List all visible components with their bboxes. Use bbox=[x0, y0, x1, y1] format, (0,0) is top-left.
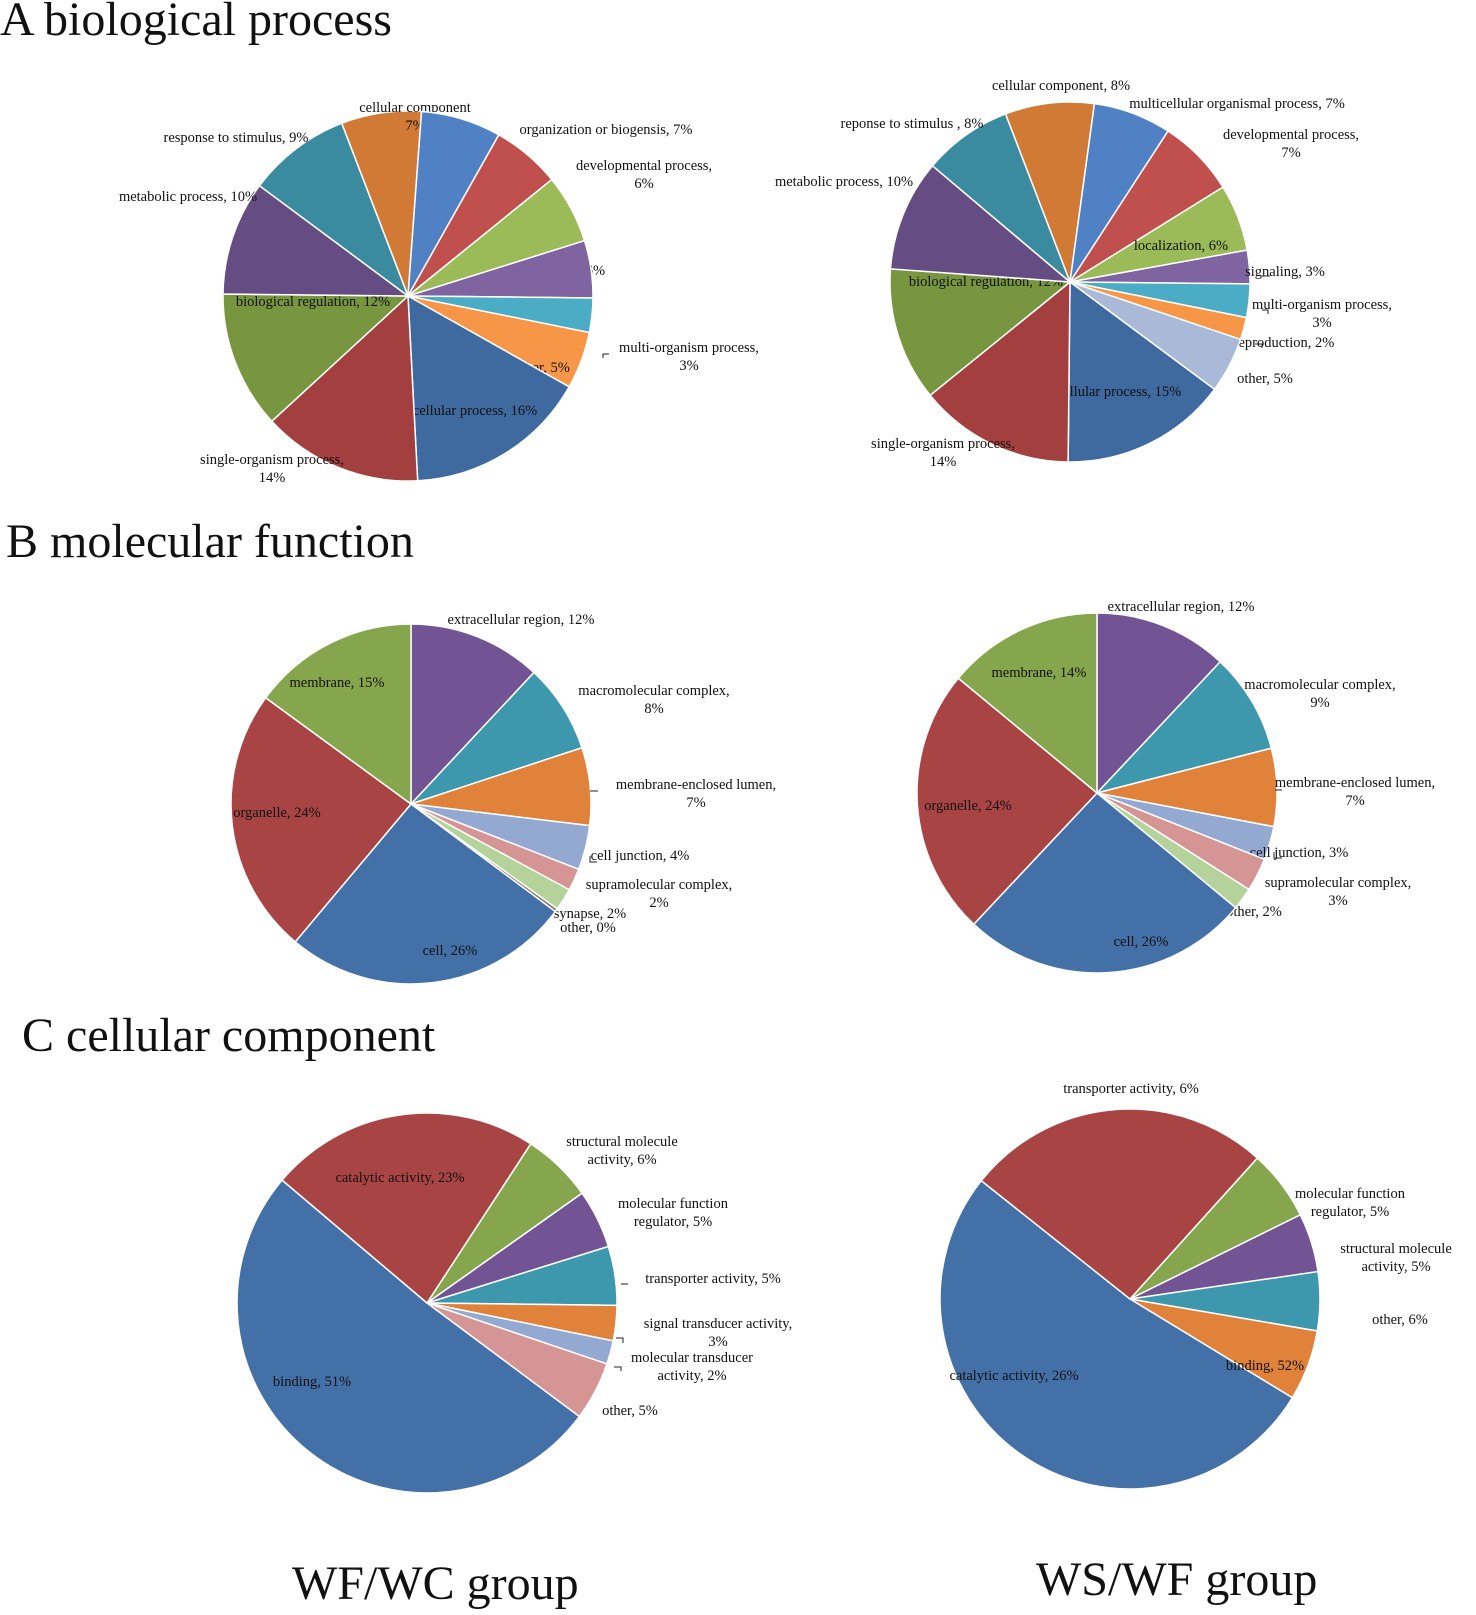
slice-label: structural molecule activity, 5% bbox=[1340, 1241, 1452, 1275]
pie-slice bbox=[916, 677, 1099, 926]
slice-label: supramolecular complex, 2% bbox=[586, 877, 733, 911]
slice-label: organelle, 24% bbox=[924, 798, 1012, 814]
leader-line bbox=[614, 1366, 622, 1371]
section-title-a: A biological process bbox=[0, 0, 392, 46]
pie-slice bbox=[957, 612, 1098, 795]
slice-label: biological regulation, 12% bbox=[236, 294, 390, 310]
slice-label: cell, 26% bbox=[1114, 934, 1169, 950]
leader-line bbox=[1262, 309, 1269, 314]
group-label-right: WS/WF group bbox=[1036, 1553, 1318, 1606]
slice-label: cellular process, 16% bbox=[413, 403, 537, 419]
slice-label: extracellular region, 12% bbox=[1108, 599, 1255, 615]
slice-label: single-organism process, 14% bbox=[871, 436, 1015, 470]
slice-label: other, 6% bbox=[1372, 1312, 1428, 1328]
pie-c-left: structural molecule activity, 6% molecular… bbox=[236, 1112, 792, 1494]
pie-slice bbox=[1096, 612, 1222, 795]
slice-label: membrane, 15% bbox=[289, 675, 384, 691]
slice-label: reponse to stimulus , 8% bbox=[841, 116, 984, 132]
slice-label: membrane-enclosed lumen, 7% bbox=[616, 777, 776, 811]
slice-label: molecular transducer activity, 2% bbox=[631, 1350, 753, 1384]
pie-slice bbox=[264, 623, 412, 806]
slice-label: structural molecule activity, 6% bbox=[566, 1134, 678, 1168]
pie-slice bbox=[258, 122, 410, 299]
slice-label: molecular function regulator, 5% bbox=[618, 1196, 729, 1230]
slice-label: cell junction, 4% bbox=[591, 848, 690, 864]
pie-slice bbox=[222, 293, 410, 423]
pie-slice bbox=[410, 623, 535, 806]
slice-label: catalytic activity, 26% bbox=[949, 1368, 1078, 1384]
slice-label: cellular component, 8% bbox=[992, 78, 1130, 94]
slice-label: membrane, 14% bbox=[991, 665, 1086, 681]
slice-label: molecular function regulator, 5% bbox=[1295, 1186, 1406, 1220]
slice-label: other, 5% bbox=[1237, 371, 1293, 387]
slice-label: cell, 26% bbox=[423, 943, 478, 959]
slice-label: binding, 51% bbox=[273, 1374, 351, 1390]
slice-label: signal transducer activity, 3% bbox=[644, 1316, 792, 1350]
pie-slice bbox=[1004, 101, 1096, 283]
slice-label: metabolic process, 10% bbox=[775, 174, 913, 190]
slice-label: multi-organism process, 3% bbox=[619, 340, 759, 374]
leader-line bbox=[1255, 343, 1263, 348]
slice-label: extracellular region, 12% bbox=[448, 612, 595, 628]
slice-label: response to stimulus, 9% bbox=[164, 130, 309, 146]
pie-slice bbox=[972, 791, 1237, 974]
pie-slice bbox=[230, 696, 413, 943]
slice-label: macromolecular complex, 8% bbox=[578, 683, 729, 717]
pie-slice bbox=[294, 802, 557, 985]
section-title-b: B molecular function bbox=[6, 515, 414, 568]
pie-slice bbox=[931, 112, 1071, 283]
slice-label: binding, 52% bbox=[1226, 1358, 1304, 1374]
slice-label: developmental process, 6% bbox=[576, 158, 712, 192]
pie-a-right: cellular component, 8% multicellular orga… bbox=[775, 78, 1392, 470]
leader-line bbox=[602, 353, 609, 358]
pie-slice bbox=[270, 294, 419, 482]
pie-slice bbox=[410, 671, 583, 805]
slice-label: single-organism process, 14% bbox=[200, 452, 344, 486]
pie-slice bbox=[980, 1108, 1259, 1301]
pie-slice bbox=[889, 268, 1072, 397]
pie-slice bbox=[407, 294, 571, 482]
pie-slice bbox=[1067, 280, 1216, 463]
leader-line bbox=[616, 1337, 624, 1343]
slice-label: transporter activity, 5% bbox=[645, 1271, 781, 1287]
pie-slice bbox=[889, 164, 1073, 283]
slice-label: other, 2% bbox=[1226, 904, 1282, 920]
pie-slice bbox=[236, 1179, 581, 1494]
slice-label: macromolecular complex, 9% bbox=[1244, 677, 1395, 711]
slice-label: other, 5% bbox=[602, 1403, 658, 1419]
slice-label: developmental process, 7% bbox=[1223, 127, 1359, 161]
pie-slice bbox=[1094, 660, 1273, 795]
pie-slice bbox=[222, 184, 411, 297]
pie-slice bbox=[939, 1179, 1294, 1490]
slice-label: transporter activity, 6% bbox=[1063, 1081, 1199, 1097]
pie-slice bbox=[281, 1112, 532, 1305]
slice-label: other, 0% bbox=[560, 920, 616, 936]
slice-label: organelle, 24% bbox=[233, 805, 321, 821]
slice-label: localization, 6% bbox=[1134, 238, 1228, 254]
pie-slice bbox=[929, 280, 1071, 463]
slice-label: multi-organism process, 3% bbox=[1252, 297, 1392, 331]
pie-b-right: extracellular region, 12% macromolecular … bbox=[916, 599, 1435, 974]
slice-label: catalytic activity, 23% bbox=[335, 1170, 464, 1186]
slice-label: supramolecular complex, 3% bbox=[1265, 875, 1412, 909]
pie-a-left: cellular component 7% organization or biog… bbox=[119, 100, 759, 486]
leader-line bbox=[1273, 852, 1282, 859]
group-label-left: WF/WC group bbox=[292, 1557, 579, 1610]
pie-b-left: extracellular region, 12% macromolecular … bbox=[230, 612, 776, 985]
slice-label: signaling, 3% bbox=[1245, 264, 1325, 280]
slice-label: synapse, 2% bbox=[554, 906, 627, 922]
slice-label: metabolic process, 10% bbox=[119, 189, 257, 205]
slice-label: organization or biogensis, 7% bbox=[520, 122, 693, 138]
slice-label: multicellular organismal process, 7% bbox=[1129, 96, 1345, 112]
slice-label: membrane-enclosed lumen, 7% bbox=[1275, 775, 1435, 809]
leader-line bbox=[589, 856, 597, 863]
section-title-c: C cellular component bbox=[22, 1009, 436, 1062]
slice-label: cellular process, 15% bbox=[1057, 384, 1181, 400]
pie-c-right: transporter activity, 6% molecular functi… bbox=[939, 1081, 1452, 1490]
slice-label: reproduction, 2% bbox=[1234, 335, 1335, 351]
